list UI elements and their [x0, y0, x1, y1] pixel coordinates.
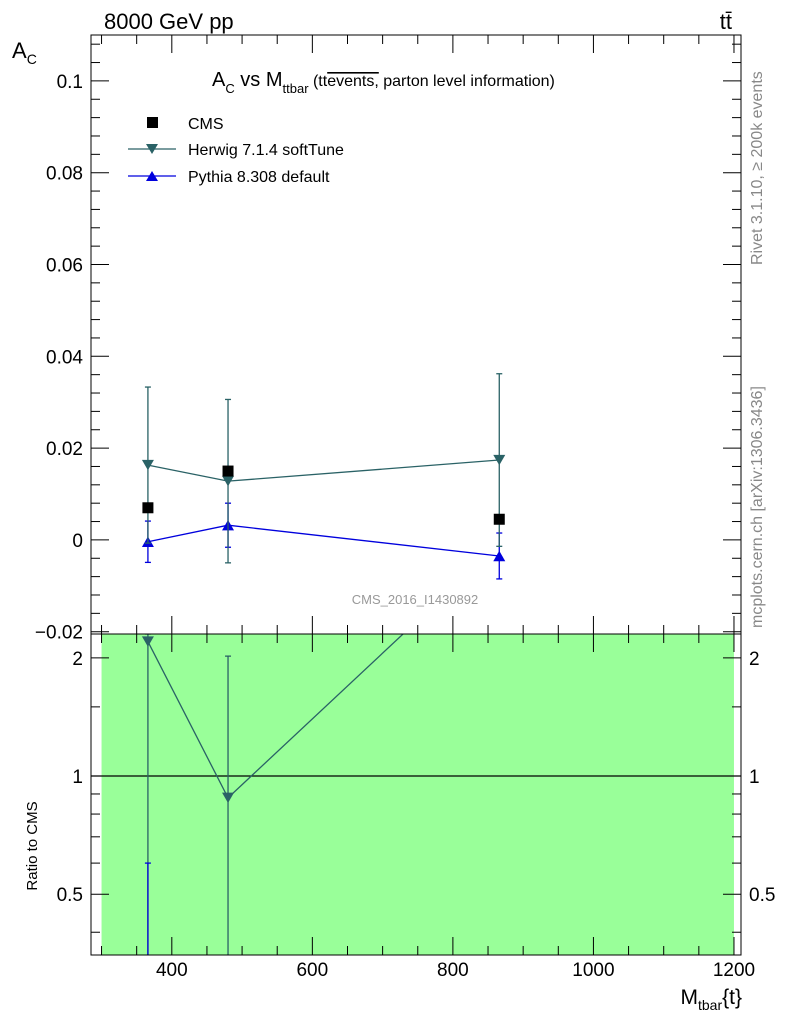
mcplots-credit-label: mcplots.cern.ch [arXiv:1306.3436]: [749, 386, 766, 628]
ratio-y-tick-label-left: 1: [72, 767, 83, 788]
x-label-subscript: tbar: [698, 997, 722, 1013]
chart-title: AC vs Mttbar (ttevents, parton level inf…: [212, 69, 555, 96]
cms-point: [222, 465, 234, 477]
title-part-a-sub: C: [225, 81, 234, 96]
title-part-mid: vs M: [235, 69, 283, 91]
x-tick-label: 800: [437, 960, 469, 981]
ratio-plot-frame: [90, 633, 742, 956]
y-tick-label: −0.02: [35, 623, 83, 644]
ratio-y-tick-label-right: 0.5: [749, 885, 775, 906]
x-tick-label: 600: [296, 960, 328, 981]
y-tick-label: 0.04: [46, 347, 83, 368]
legend-pythia-label: Pythia 8.308 default: [188, 169, 330, 186]
ratio-y-axis-label: Ratio to CMS: [24, 801, 41, 890]
herwig-point: [493, 454, 506, 466]
x-tick-label: 1200: [713, 960, 755, 981]
ratio-plot-marks: [141, 634, 405, 955]
y-tick-label: 0: [72, 531, 83, 552]
legend-pythia-marker: [146, 171, 158, 181]
title-part-end: parton level information): [379, 73, 555, 90]
x-tick-label: 400: [156, 960, 188, 981]
main-x-ticks: [101, 35, 735, 634]
ratio-y-tick-label-right: 1: [749, 767, 760, 788]
herwig-ratio-point: [222, 792, 235, 804]
header-process-label: tt̄: [720, 9, 732, 34]
cms-uncertainty-band: [101, 634, 734, 955]
herwig-ratio-point: [141, 636, 154, 647]
pythia-line: [147, 524, 500, 557]
pythia-point: [493, 550, 506, 562]
y-tick-label: 0.06: [46, 256, 83, 277]
y-tick-label: 0.08: [46, 164, 83, 185]
title-part-overline: events,: [327, 73, 379, 90]
analysis-id-watermark: CMS_2016_I1430892: [352, 592, 479, 607]
x-label-tail: {t}: [722, 986, 742, 1009]
main-y-ticks: −0.02 0 0.02 0.04 0.06 0.08 0.1: [35, 43, 741, 644]
ratio-y-tick-label-left: 2: [72, 649, 83, 670]
ratio-ticks: 0.5 0.5 1 1 2 2 400 600 800 1000 1200: [57, 634, 775, 981]
x-label-main: M: [681, 986, 699, 1009]
title-part-a: A: [212, 69, 226, 91]
ratio-plot-panel: 0.5 0.5 1 1 2 2 400 600 800 1000 1200 Ratio to CMS…: [24, 633, 775, 1013]
main-y-axis-label: AC: [12, 38, 37, 67]
legend-herwig-label: Herwig 7.1.4 softTune: [188, 142, 344, 159]
header-energy-label: 8000 GeV pp: [104, 9, 234, 34]
ratio-y-tick-label-left: 0.5: [57, 885, 83, 906]
title-part-mid-sub: ttbar: [283, 81, 310, 96]
cms-point: [493, 513, 505, 525]
ratio-band-group: [91, 634, 741, 955]
x-axis-label: Mtbar{t}: [681, 986, 743, 1013]
y-label-main: A: [12, 38, 27, 63]
y-tick-label: 0.02: [46, 439, 83, 460]
y-label-subscript: C: [27, 51, 37, 67]
herwig-point: [222, 475, 235, 487]
cms-point: [142, 502, 154, 514]
legend-cms-label: CMS: [188, 116, 224, 133]
ratio-y-tick-label-right: 2: [749, 649, 760, 670]
herwig-point: [141, 459, 154, 471]
herwig-line: [147, 459, 500, 482]
main-plot-marks: [141, 373, 506, 580]
rivet-version-label: Rivet 3.1.10, ≥ 200k events: [749, 71, 766, 265]
legend: CMS Herwig 7.1.4 softTune Pythia 8.308 d…: [128, 116, 344, 186]
title-part-tail: (tt: [309, 73, 328, 90]
y-tick-label: 0.1: [57, 72, 83, 93]
x-tick-label: 1000: [572, 960, 614, 981]
legend-cms-marker: [147, 117, 158, 128]
legend-herwig-marker: [146, 144, 158, 154]
